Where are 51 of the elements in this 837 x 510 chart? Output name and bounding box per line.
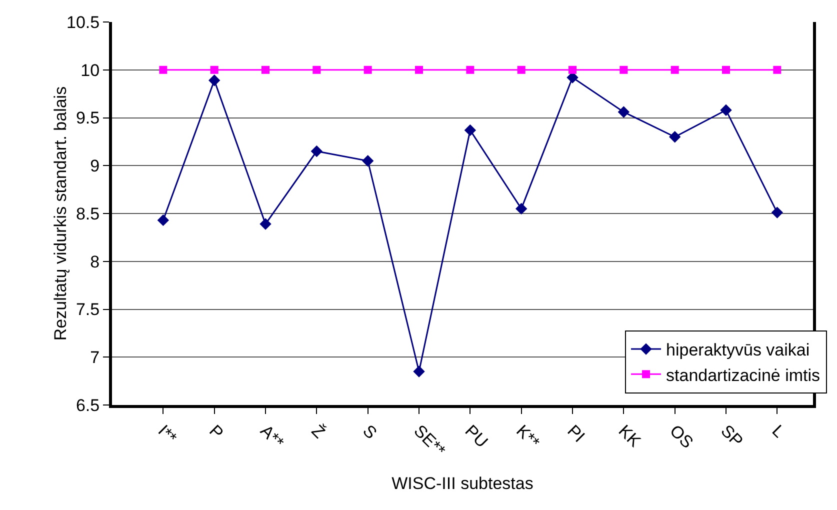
x-tick-label: A** [256, 421, 288, 452]
point [362, 154, 374, 167]
x-tick-label: SP [717, 421, 747, 451]
x-tick-label: I** [154, 421, 181, 448]
y-tick-label: 10 [80, 60, 100, 80]
y-tick-label: 9 [90, 156, 100, 176]
x-tick-label: K** [512, 421, 544, 452]
point [364, 66, 372, 74]
x-tick-label: KK [614, 421, 645, 452]
y-tick-label: 7.5 [76, 300, 100, 320]
y-tick-label: 7 [90, 348, 100, 368]
point [515, 202, 528, 215]
point [312, 66, 321, 74]
x-tick-label: OS [666, 421, 697, 452]
x-tick-label: Ž [308, 421, 329, 442]
legend-label: hiperaktyvūs vaikai [666, 340, 810, 360]
x-tick-label: S [359, 421, 380, 443]
x-axis-title: WISC-III subtestas [392, 474, 534, 493]
x-tick-label: SE** [410, 421, 450, 460]
y-tick-label: 8.5 [76, 204, 100, 224]
x-tick-label: PI [564, 421, 588, 446]
point [722, 66, 730, 74]
point [517, 66, 526, 74]
point [618, 106, 630, 118]
point [466, 66, 474, 74]
y-tick-label: 9.5 [76, 108, 100, 128]
point [262, 66, 270, 74]
point [464, 124, 476, 136]
point [260, 218, 272, 230]
legend-label: standartizacinė imtis [666, 366, 820, 385]
point [670, 66, 679, 74]
point [157, 214, 170, 226]
point [415, 66, 424, 74]
y-tick-label: 10.5 [66, 12, 100, 32]
point [620, 66, 628, 74]
x-tick-label: L [768, 421, 788, 442]
point [720, 104, 732, 116]
point [771, 206, 784, 218]
y-axis-title: Rezultatų vidurkis standart. balais [51, 86, 70, 341]
point [208, 74, 220, 86]
x-tick-label: P [206, 421, 227, 443]
point [310, 145, 323, 158]
point [568, 66, 577, 74]
x-tick-label: PU [461, 421, 492, 452]
y-tick-label: 8 [90, 252, 100, 272]
y-tick-label: 6.5 [76, 396, 100, 415]
point [773, 66, 782, 74]
point [413, 366, 425, 378]
point [210, 66, 218, 74]
point [669, 131, 681, 143]
point [159, 66, 168, 74]
